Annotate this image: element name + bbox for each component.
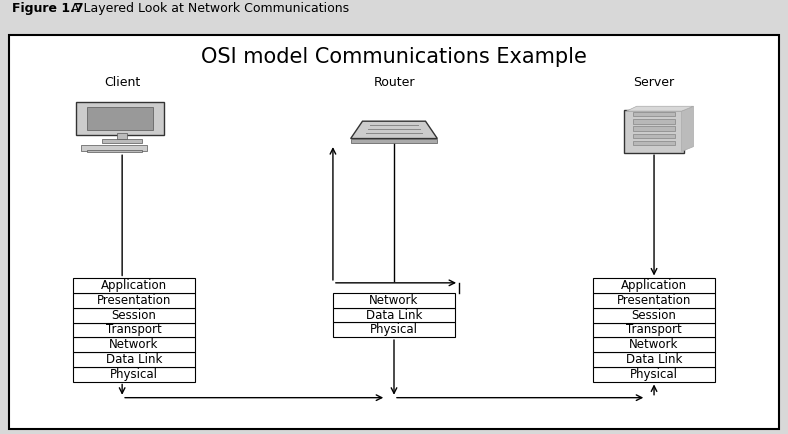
FancyBboxPatch shape — [81, 145, 147, 151]
Text: Physical: Physical — [110, 368, 158, 381]
Bar — [87, 150, 142, 152]
Polygon shape — [351, 138, 437, 143]
Bar — [72, 293, 195, 308]
Bar — [333, 293, 455, 308]
Text: A Layered Look at Network Communications: A Layered Look at Network Communications — [67, 2, 349, 15]
Bar — [72, 337, 195, 352]
Polygon shape — [626, 106, 693, 111]
Text: Data Link: Data Link — [626, 353, 682, 366]
Bar — [593, 278, 716, 293]
Polygon shape — [351, 121, 437, 138]
Text: Router: Router — [374, 76, 414, 89]
Bar — [593, 367, 716, 381]
Text: Presentation: Presentation — [617, 294, 691, 307]
Bar — [72, 278, 195, 293]
Text: Transport: Transport — [106, 323, 162, 336]
Text: Session: Session — [632, 309, 676, 322]
Text: Data Link: Data Link — [106, 353, 162, 366]
Bar — [593, 352, 716, 367]
FancyBboxPatch shape — [624, 110, 684, 153]
Text: Network: Network — [370, 294, 418, 307]
Bar — [633, 134, 675, 138]
Text: Application: Application — [101, 279, 167, 292]
Bar — [72, 322, 195, 337]
Text: Server: Server — [634, 76, 675, 89]
Bar — [87, 108, 153, 130]
Bar — [72, 367, 195, 381]
Bar — [633, 126, 675, 131]
Text: Client: Client — [104, 76, 140, 89]
Text: Physical: Physical — [630, 368, 678, 381]
Bar — [633, 119, 675, 124]
Bar — [333, 322, 455, 337]
Bar — [102, 138, 142, 143]
Bar — [333, 308, 455, 322]
Text: Session: Session — [112, 309, 156, 322]
Text: Presentation: Presentation — [97, 294, 171, 307]
Bar — [72, 352, 195, 367]
Polygon shape — [682, 106, 693, 151]
Bar — [593, 337, 716, 352]
Text: Network: Network — [630, 338, 678, 351]
Text: OSI model Communications Example: OSI model Communications Example — [201, 46, 587, 66]
Bar — [593, 308, 716, 322]
Bar — [117, 133, 127, 138]
Text: Figure 1.7: Figure 1.7 — [12, 2, 84, 15]
Text: Network: Network — [110, 338, 158, 351]
Text: Physical: Physical — [370, 323, 418, 336]
FancyBboxPatch shape — [9, 35, 779, 429]
Bar — [593, 293, 716, 308]
Text: Application: Application — [621, 279, 687, 292]
FancyBboxPatch shape — [76, 102, 164, 135]
Bar — [633, 112, 675, 116]
Bar — [72, 308, 195, 322]
Bar — [633, 141, 675, 145]
Text: Data Link: Data Link — [366, 309, 422, 322]
Text: Transport: Transport — [626, 323, 682, 336]
Bar — [593, 322, 716, 337]
